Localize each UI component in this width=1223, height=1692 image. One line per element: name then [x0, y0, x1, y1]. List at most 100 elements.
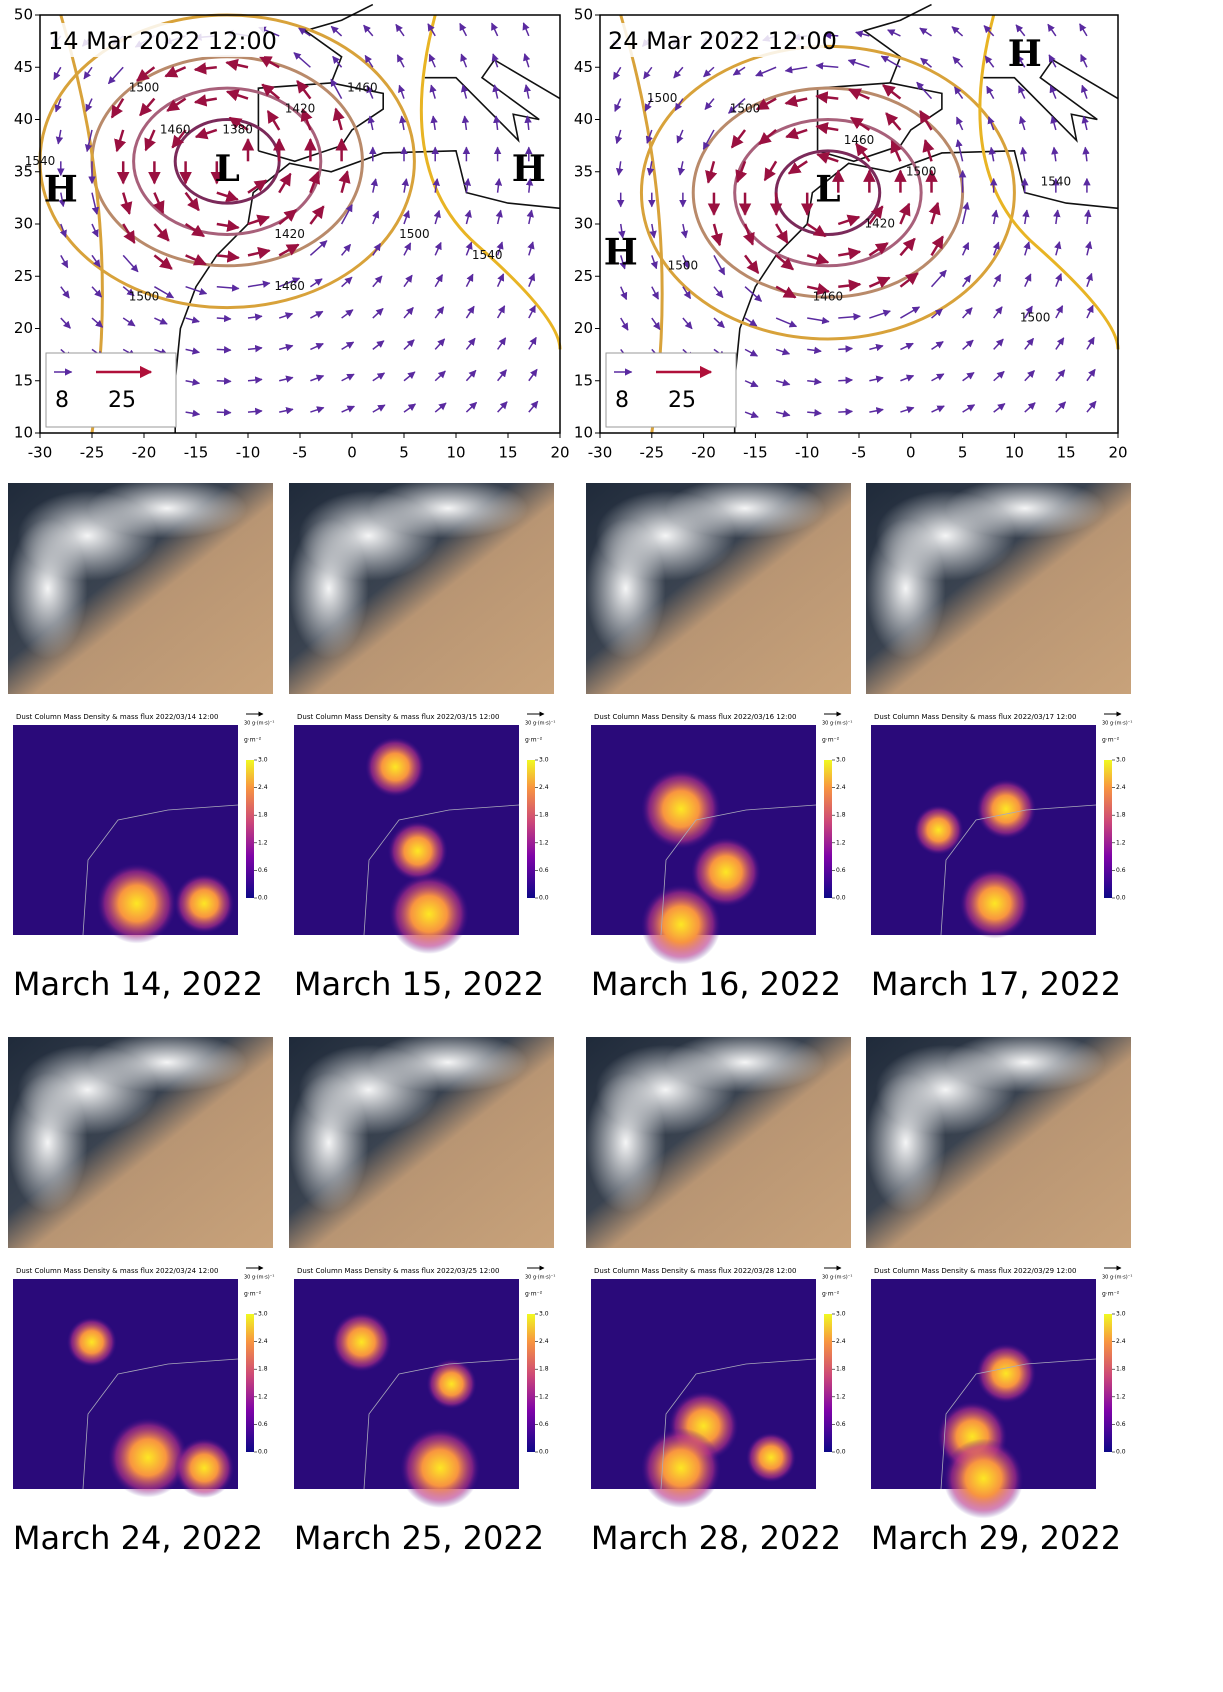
contour-label: 1540 [1041, 175, 1072, 189]
x-tick-label: -15 [184, 444, 209, 462]
wind-arrow [366, 85, 374, 99]
wind-arrow [680, 223, 689, 239]
wind-arrow [296, 79, 312, 100]
y-tick-label: 10 [574, 424, 593, 442]
wind-arrow [526, 209, 534, 225]
colorbar-tick-label: 2.4 [539, 784, 549, 791]
wind-arrow [497, 401, 508, 413]
wind-arrow [900, 306, 921, 319]
wind-arrow [278, 208, 298, 225]
wind-arrow [122, 254, 139, 273]
wind-arrow [465, 401, 478, 413]
map-title: 14 Mar 2022 12:00 [48, 27, 277, 55]
wind-arrow [122, 317, 136, 327]
wind-arrow [775, 285, 797, 299]
wind-arrow [993, 370, 1005, 382]
colorbar-tick-label: 1.2 [539, 1393, 549, 1400]
dust-plume [174, 1438, 235, 1498]
wind-arrow [868, 276, 891, 289]
wind-arrow [496, 273, 505, 288]
wind-arrow [228, 116, 249, 131]
wind-arrow [338, 170, 351, 193]
wind-arrow [528, 304, 536, 319]
wind-arrow [193, 94, 218, 107]
wind-arrow [434, 274, 444, 288]
wind-arrow [649, 223, 657, 239]
x-tick-label: -30 [588, 444, 613, 462]
contour-label: 1460 [813, 290, 844, 304]
wind-arrow [58, 192, 66, 208]
wind-arrow [755, 66, 777, 77]
title-bg [44, 23, 264, 57]
wind-arrow [171, 129, 187, 149]
wind-arrow [899, 237, 916, 257]
wind-arrow [432, 178, 440, 193]
wind-arrow [332, 55, 343, 68]
dust-coastline [660, 804, 817, 936]
wind-arrow [372, 404, 386, 413]
colorbar-tick-label: 3.0 [258, 1311, 268, 1318]
wind-arrow [494, 177, 503, 193]
caption: March 29, 2022 [871, 1519, 1121, 1557]
colorbar-tick-label: 1.8 [1116, 1366, 1126, 1373]
wind-arrow [838, 345, 853, 353]
dust-coastline [940, 804, 1097, 936]
dust-plume [387, 821, 448, 881]
wind-arrow [330, 25, 343, 37]
colorbar-tick-label: 1.2 [539, 839, 549, 846]
wind-arrow [279, 406, 294, 415]
wind-arrow [91, 317, 104, 328]
colorbar-tick-label: 0.0 [1116, 895, 1126, 902]
wind-arrow [460, 53, 468, 68]
wind-arrow [868, 205, 884, 225]
colorbar [527, 1314, 535, 1452]
wind-arrow [763, 160, 778, 182]
cloud [665, 478, 825, 539]
wind-arrow [278, 243, 300, 257]
wind-arrow [185, 347, 200, 355]
wind-arrow [122, 286, 135, 297]
wind-arrow [775, 348, 791, 356]
dust-coastline [82, 1358, 239, 1490]
colorbar-tick-label: 3.0 [539, 757, 549, 764]
cloud [7, 1072, 88, 1213]
wind-arrow [107, 66, 124, 85]
x-tick-label: 0 [906, 444, 916, 462]
wind-arrow [984, 55, 995, 68]
colorbar [527, 760, 535, 898]
scale-label: 30 g·(m·s)⁻¹ [822, 1275, 852, 1281]
colorbar-unit: g·m⁻² [525, 737, 543, 744]
wind-arrow [91, 223, 99, 238]
scale-label: 30 g·(m·s)⁻¹ [525, 721, 555, 727]
dust-coastline [363, 804, 520, 936]
wind-arrow [644, 98, 653, 112]
y-tick-label: 40 [14, 110, 33, 128]
colorbar-unit: g·m⁻² [822, 737, 840, 744]
wind-arrow [491, 22, 499, 37]
scale-label: 30 g·(m·s)⁻¹ [244, 721, 274, 727]
wind-arrow [216, 250, 240, 263]
wind-arrow [341, 373, 355, 382]
wind-arrow [703, 66, 715, 78]
wind-arrow [247, 313, 263, 321]
wind-arrow [986, 85, 995, 99]
dust-plume [746, 1432, 796, 1483]
colorbar-tick-label: 1.2 [1116, 839, 1126, 846]
day-panel: Dust Column Mass Density & mass flux 202… [585, 478, 852, 1003]
dust-plume [641, 769, 721, 849]
wind-arrow [1048, 54, 1057, 68]
dust-plume [976, 1343, 1036, 1404]
wind-arrow [496, 305, 506, 319]
wind-arrow [838, 408, 854, 416]
x-tick-label: -15 [743, 444, 768, 462]
wind-arrow [962, 339, 974, 350]
colorbar-tick-label: 2.4 [258, 1338, 268, 1345]
wind-arrow [216, 314, 232, 323]
wind-arrow [464, 209, 472, 225]
wind-arrow [651, 317, 661, 331]
colorbar-tick-label: 1.2 [258, 839, 268, 846]
wind-arrow [428, 53, 436, 68]
wind-arrow [465, 369, 477, 382]
wind-arrow [954, 86, 964, 100]
wind-arrow [139, 97, 156, 117]
